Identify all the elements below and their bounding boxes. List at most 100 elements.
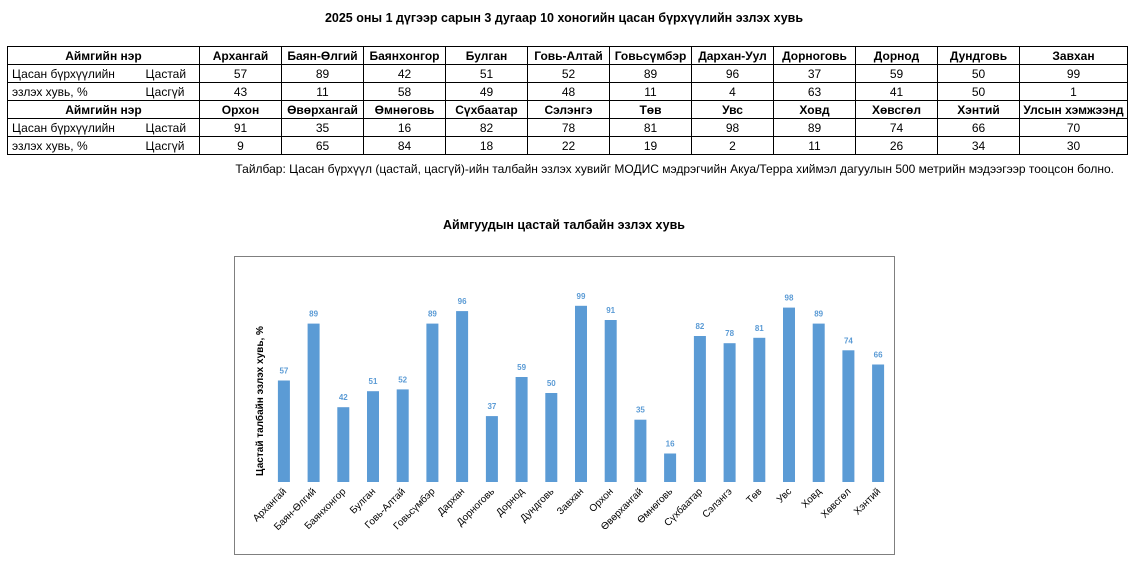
header-label: Аймгийн нэр: [7, 46, 200, 65]
province-name-cell: Хэнтий: [937, 100, 1020, 119]
x-tick-label: Завхан: [555, 486, 586, 517]
province-name-cell: Өвөрхангай: [281, 100, 364, 119]
snow-value-cell: 89: [773, 118, 856, 137]
nosnow-value-cell: 11: [609, 82, 692, 101]
snow-value-cell: 50: [937, 64, 1020, 83]
nosnow-value-cell: 4: [691, 82, 774, 101]
bar-value-label: 89: [428, 310, 437, 319]
province-name-cell: Говь-Алтай: [527, 46, 610, 65]
bar-value-label: 16: [666, 440, 675, 449]
snow-value-cell: 99: [1019, 64, 1128, 83]
nosnow-value-cell: 18: [445, 136, 528, 155]
province-name-cell: Хөвсгөл: [855, 100, 938, 119]
province-name-cell: Төв: [609, 100, 692, 119]
nosnow-value-cell: 11: [281, 82, 364, 101]
nosnow-value-cell: 50: [937, 82, 1020, 101]
table-row: эзлэх хувь, % Цасгүй 9 65 84 18 22 19 2 11 26 34 30: [7, 136, 1128, 155]
bar-value-label: 37: [487, 402, 496, 411]
snow-value-cell: 91: [199, 118, 282, 137]
bar: [307, 323, 320, 482]
nosnow-value-cell: 2: [691, 136, 774, 155]
province-name-cell: Баянхонгор: [363, 46, 446, 65]
bar-value-label: 98: [785, 294, 794, 303]
province-name-cell: Дорноговь: [773, 46, 856, 65]
bar: [693, 336, 706, 482]
x-tick-label: Хэнтий: [852, 486, 883, 517]
province-name-cell: Орхон: [199, 100, 282, 119]
x-tick-label: Увс: [775, 486, 794, 505]
bar-value-label: 91: [606, 306, 615, 315]
table-header-row: Аймгийн нэр Орхон Өвөрхангай Өмнөговь Сүхбаа…: [7, 100, 1128, 119]
snow-value-cell: 96: [691, 64, 774, 83]
bar-value-label: 78: [725, 329, 734, 338]
province-name-cell: Завхан: [1019, 46, 1128, 65]
page-title: 2025 оны 1 дүгээр сарын 3 дугаар 10 хоно…: [324, 11, 804, 25]
bar: [842, 350, 855, 482]
bar-value-label: 96: [458, 297, 467, 306]
bar-value-label: 42: [339, 393, 348, 402]
bar: [872, 364, 885, 482]
nosnow-value-cell: 58: [363, 82, 446, 101]
chart-area: Цастай талбайн эзлэх хувь, % 57 Архангай 89…: [234, 256, 895, 555]
nosnow-value-cell: 26: [855, 136, 938, 155]
bar: [753, 337, 766, 482]
snow-value-cell: 16: [363, 118, 446, 137]
province-name-cell: Сэлэнгэ: [527, 100, 610, 119]
nosnow-value-cell: 19: [609, 136, 692, 155]
bar-value-label: 50: [547, 379, 556, 388]
header-label: Аймгийн нэр: [7, 100, 200, 119]
chart-title: Аймгуудын цастай талбайн эзлэх хувь: [443, 218, 685, 232]
bar: [367, 391, 379, 482]
snow-value-cell: 82: [445, 118, 528, 137]
nosnow-value-cell: 63: [773, 82, 856, 101]
snow-cover-table: Аймгийн нэр Архангай Баян-Өлгий Баянхонгор Б…: [7, 46, 1128, 155]
table-row: Цасан бүрхүүлийн Цастай 91 35 16 82 78 81 98 89 74…: [7, 118, 1128, 137]
nosnow-value-cell: 22: [527, 136, 610, 155]
province-name-cell: Дорнод: [855, 46, 938, 65]
snow-sublabel: Цастай: [135, 118, 200, 137]
province-name-cell: Дундговь: [937, 46, 1020, 65]
nosnow-value-cell: 9: [199, 136, 282, 155]
snow-value-cell: 66: [937, 118, 1020, 137]
nosnow-value-cell: 84: [363, 136, 446, 155]
nosnow-value-cell: 49: [445, 82, 528, 101]
nosnow-value-cell: 30: [1019, 136, 1128, 155]
snow-value-cell: 51: [445, 64, 528, 83]
snow-value-cell: 57: [199, 64, 282, 83]
snow-value-cell: 52: [527, 64, 610, 83]
province-name-cell: Говьсүмбэр: [609, 46, 692, 65]
province-name-cell: Булган: [445, 46, 528, 65]
nosnow-value-cell: 48: [527, 82, 610, 101]
bar: [277, 380, 290, 482]
bar-chart: Цастай талбайн эзлэх хувь, % 57Архангай89…: [251, 292, 885, 533]
x-tick-label: Сэлэнгэ: [701, 486, 735, 520]
bar: [485, 416, 498, 482]
snow-value-cell: 37: [773, 64, 856, 83]
table-row: Цасан бүрхүүлийн Цастай 57 89 42 51 52 89 96 37 59…: [7, 64, 1128, 83]
x-tick-label: Төв: [745, 486, 765, 506]
bar: [575, 305, 587, 482]
bar: [545, 393, 558, 482]
bar-value-label: 74: [844, 336, 853, 345]
nosnow-sublabel: Цасгүй: [135, 82, 200, 101]
bar-value-label: 52: [398, 375, 407, 384]
bar: [515, 377, 528, 482]
province-name-cell: Сүхбаатар: [445, 100, 528, 119]
snow-value-cell: 81: [609, 118, 692, 137]
bar-value-label: 57: [279, 367, 288, 376]
bar-value-label: 81: [755, 324, 764, 333]
province-name-cell: Увс: [691, 100, 774, 119]
bar-value-label: 51: [369, 377, 378, 386]
snow-value-cell: 74: [855, 118, 938, 137]
province-name-cell: Улсын хэмжээнд: [1019, 100, 1128, 119]
bar: [396, 389, 409, 482]
bar-value-label: 66: [874, 351, 883, 360]
bar: [664, 453, 677, 482]
bar-value-label: 89: [309, 310, 318, 319]
snow-value-cell: 89: [281, 64, 364, 83]
table-row: эзлэх хувь, % Цасгүй 43 11 58 49 48 11 4 63 41 50 1: [7, 82, 1128, 101]
nosnow-value-cell: 1: [1019, 82, 1128, 101]
province-name-cell: Өмнөговь: [363, 100, 446, 119]
x-tick-label: Ховд: [800, 486, 824, 510]
bar: [812, 323, 825, 482]
